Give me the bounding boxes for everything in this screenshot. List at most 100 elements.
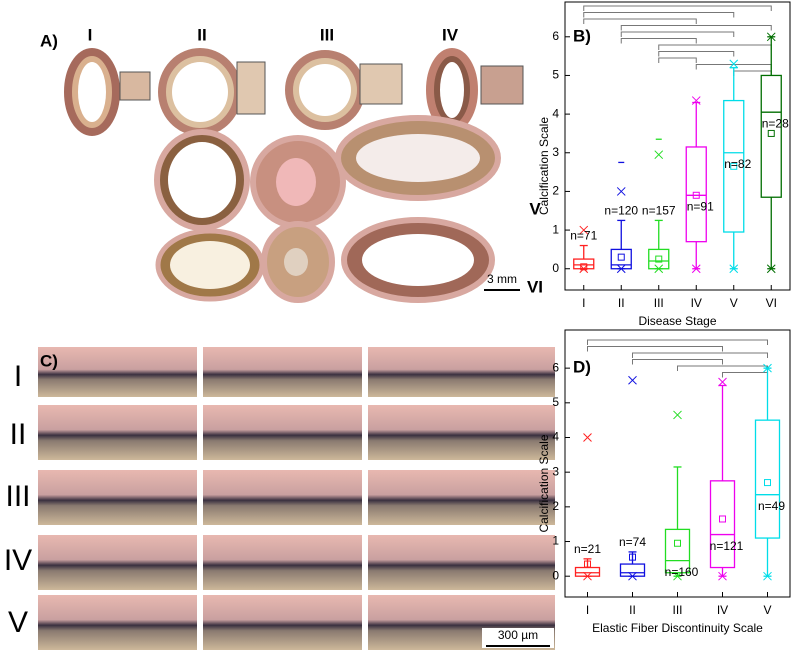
row-label: II bbox=[10, 418, 27, 451]
min-marker bbox=[673, 571, 682, 581]
significance-bracket bbox=[677, 365, 768, 371]
min-marker bbox=[729, 264, 739, 274]
y-tick-label: 4 bbox=[552, 430, 559, 444]
tissue-image bbox=[368, 405, 555, 460]
plot-frame bbox=[564, 1, 791, 291]
significance-bracket bbox=[658, 44, 772, 50]
n-label: n=49 bbox=[758, 499, 785, 513]
box bbox=[709, 480, 736, 569]
min-marker bbox=[691, 264, 701, 274]
tissue-image bbox=[203, 535, 362, 590]
scale-bar-label: 3 mm bbox=[487, 272, 517, 286]
panel-label: C) bbox=[40, 351, 58, 370]
box bbox=[648, 248, 670, 270]
row-label: IV bbox=[4, 544, 32, 577]
n-label: n=120 bbox=[604, 204, 638, 218]
mean-marker bbox=[629, 553, 636, 561]
x-axis-title: Disease Stage bbox=[638, 314, 716, 328]
max-marker bbox=[628, 375, 637, 385]
panel-label: D) bbox=[573, 358, 591, 377]
significance-bracket bbox=[632, 359, 723, 365]
significance-bracket bbox=[583, 12, 735, 18]
significance-bracket bbox=[620, 25, 772, 31]
y-tick-label: 5 bbox=[552, 395, 559, 409]
n-label: n=21 bbox=[574, 542, 601, 556]
max-marker bbox=[766, 32, 776, 42]
box bbox=[574, 566, 601, 577]
max-marker bbox=[579, 225, 589, 235]
x-tick-label: II bbox=[629, 603, 636, 617]
mean-marker bbox=[767, 129, 775, 137]
significance-bracket bbox=[722, 372, 768, 378]
x-tick-label: III bbox=[672, 603, 682, 617]
significance-bracket bbox=[587, 339, 768, 345]
mean-marker bbox=[655, 255, 663, 263]
min-marker bbox=[763, 571, 772, 581]
max-marker bbox=[616, 187, 626, 196]
x-tick-label: IV bbox=[691, 296, 702, 310]
y-tick-label: 4 bbox=[552, 106, 559, 120]
y-tick-label: 1 bbox=[552, 534, 559, 548]
tissue-image bbox=[203, 405, 362, 460]
tissue-image bbox=[203, 595, 362, 650]
y-tick-label: 6 bbox=[552, 29, 559, 43]
mean-marker bbox=[730, 162, 738, 170]
y-tick-label: 2 bbox=[552, 184, 559, 198]
tissue-image bbox=[368, 470, 555, 525]
box bbox=[619, 563, 646, 577]
y-tick-label: 0 bbox=[552, 568, 559, 582]
stage-label: VI bbox=[527, 277, 543, 296]
n-label: n=74 bbox=[619, 535, 646, 549]
tissue-image bbox=[38, 470, 197, 525]
scale-bar-label: 300 µm bbox=[498, 628, 538, 642]
y-tick-label: 0 bbox=[552, 261, 559, 275]
significance-bracket bbox=[658, 51, 735, 57]
x-tick-label: III bbox=[654, 296, 664, 310]
n-label: n=28 bbox=[762, 116, 789, 130]
significance-bracket bbox=[620, 38, 697, 44]
stage-label: III bbox=[320, 25, 334, 44]
tissue-image bbox=[38, 595, 197, 650]
mean-marker bbox=[584, 560, 591, 568]
x-tick-label: IV bbox=[717, 603, 728, 617]
box bbox=[685, 146, 707, 243]
y-tick-label: 5 bbox=[552, 68, 559, 82]
y-tick-label: 3 bbox=[552, 145, 559, 159]
significance-bracket bbox=[587, 346, 723, 352]
x-tick-label: II bbox=[618, 296, 625, 310]
mean-marker bbox=[764, 479, 771, 487]
min-marker bbox=[718, 571, 727, 581]
mean-marker bbox=[580, 263, 588, 271]
y-tick-label: 6 bbox=[552, 360, 559, 374]
x-tick-label: V bbox=[730, 296, 738, 310]
row-label: I bbox=[14, 360, 22, 393]
y-tick-label: 2 bbox=[552, 499, 559, 513]
row-label: V bbox=[8, 606, 28, 639]
x-tick-label: I bbox=[586, 603, 589, 617]
max-marker bbox=[583, 433, 592, 442]
y-axis-title: Calcification Scale bbox=[537, 434, 551, 532]
max-marker bbox=[673, 410, 682, 420]
tissue-image bbox=[38, 347, 197, 397]
box bbox=[754, 419, 781, 539]
x-axis-title: Elastic Fiber Discontinuity Scale bbox=[592, 621, 763, 635]
significance-bracket bbox=[658, 57, 697, 63]
x-tick-label: VI bbox=[766, 296, 777, 310]
n-label: n=71 bbox=[570, 229, 597, 243]
max-marker bbox=[729, 59, 739, 69]
mean-marker bbox=[674, 539, 681, 547]
stage-label: V bbox=[529, 199, 541, 218]
significance-bracket bbox=[583, 18, 697, 24]
tissue-image bbox=[203, 470, 362, 525]
tissue-image bbox=[38, 405, 197, 460]
min-marker bbox=[628, 571, 637, 581]
max-marker bbox=[718, 377, 727, 387]
min-marker bbox=[579, 264, 589, 274]
min-marker bbox=[654, 264, 664, 274]
y-tick-label: 1 bbox=[552, 222, 559, 236]
x-tick-label: I bbox=[582, 296, 585, 310]
tissue-image bbox=[368, 535, 555, 590]
stage-label: I bbox=[88, 25, 93, 44]
box bbox=[760, 74, 782, 198]
tissue-image bbox=[368, 347, 555, 397]
